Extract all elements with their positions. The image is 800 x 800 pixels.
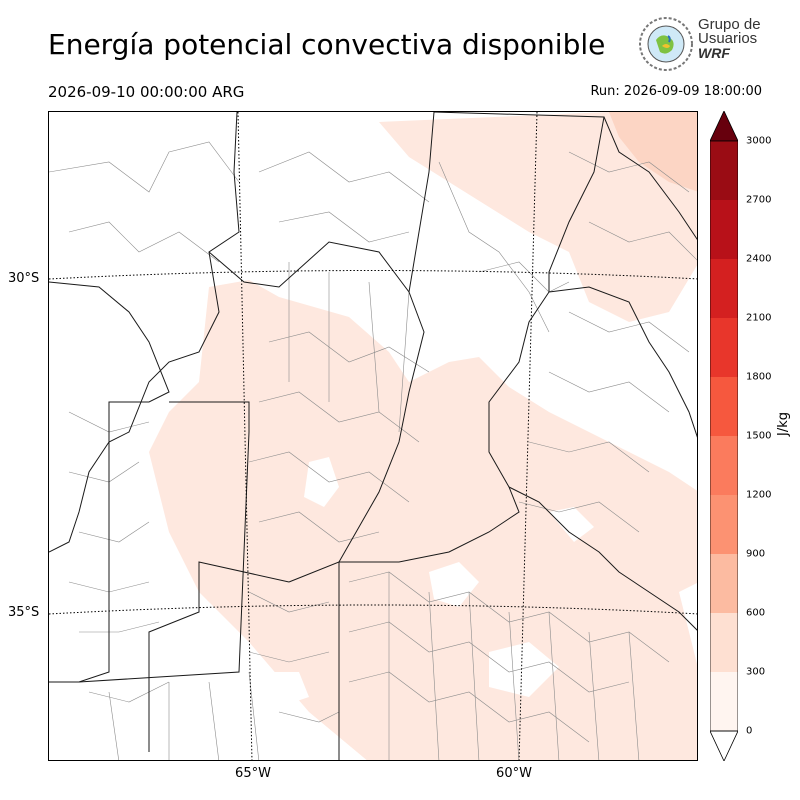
colorbar-segments bbox=[710, 141, 738, 731]
colorbar-segment bbox=[710, 554, 738, 613]
no-cape-gaps bbox=[269, 457, 594, 707]
colorbar-segment bbox=[710, 377, 738, 436]
colorbar-tick-label: 300 bbox=[746, 666, 766, 678]
colorbar-extend-low bbox=[710, 730, 738, 761]
colorbar-segment bbox=[710, 436, 738, 495]
lat-label-35s: 35°S bbox=[8, 605, 40, 620]
map-title: Energía potencial convectiva disponible bbox=[48, 28, 606, 61]
colorbar-segment bbox=[710, 141, 738, 200]
colorbar-extend-high bbox=[710, 111, 738, 142]
colorbar-segment bbox=[710, 672, 738, 731]
colorbar-tick-label: 600 bbox=[746, 607, 766, 619]
colorbar-tick-label: 1200 bbox=[746, 489, 772, 501]
lat-line-30s bbox=[49, 270, 697, 280]
colorbar bbox=[710, 111, 738, 761]
cape-area-west-strip bbox=[169, 372, 269, 592]
cape-area-northeast bbox=[379, 112, 697, 322]
graticule bbox=[49, 112, 697, 760]
colorbar-tick-label: 1800 bbox=[746, 371, 772, 383]
globe-icon bbox=[639, 17, 693, 71]
valid-time: 2026-09-10 00:00:00 ARG bbox=[48, 83, 245, 101]
logo-line3: WRF bbox=[698, 45, 730, 61]
colorbar-segment bbox=[710, 259, 738, 318]
colorbar-tick-label: 0 bbox=[746, 725, 753, 737]
colorbar-segment bbox=[710, 613, 738, 672]
cape-area-far-northeast bbox=[609, 112, 697, 192]
logo-line1: Grupo de bbox=[698, 16, 761, 33]
colorbar-tick-label: 2700 bbox=[746, 194, 772, 206]
lon-label-65w: 65°W bbox=[235, 766, 271, 781]
colorbar-tick-label: 2100 bbox=[746, 312, 772, 324]
map-panel bbox=[48, 111, 698, 761]
colorbar-segment bbox=[710, 318, 738, 377]
colorbar-tick-label: 1500 bbox=[746, 430, 772, 442]
wrf-logo: Grupo de Usuarios WRF bbox=[638, 16, 768, 76]
logo-line2: Usuarios bbox=[698, 30, 758, 47]
colorbar-segment bbox=[710, 200, 738, 259]
colorbar-segment bbox=[710, 495, 738, 554]
run-time: Run: 2026-09-09 18:00:00 bbox=[590, 84, 762, 99]
lat-label-30s: 30°S bbox=[8, 271, 40, 286]
colorbar-units: J/kg bbox=[776, 412, 791, 436]
cape-area-central bbox=[149, 280, 697, 760]
province-borders bbox=[49, 112, 697, 760]
department-boundaries bbox=[49, 141, 697, 760]
colorbar-tick-label: 3000 bbox=[746, 135, 772, 147]
cape-shading bbox=[149, 112, 697, 760]
map-canvas bbox=[49, 112, 697, 760]
lat-line-35s bbox=[49, 604, 697, 615]
colorbar-frame bbox=[710, 140, 738, 732]
colorbar-tick-label: 900 bbox=[746, 548, 766, 560]
colorbar-tick-label: 2400 bbox=[746, 253, 772, 265]
lon-label-60w: 60°W bbox=[496, 766, 532, 781]
